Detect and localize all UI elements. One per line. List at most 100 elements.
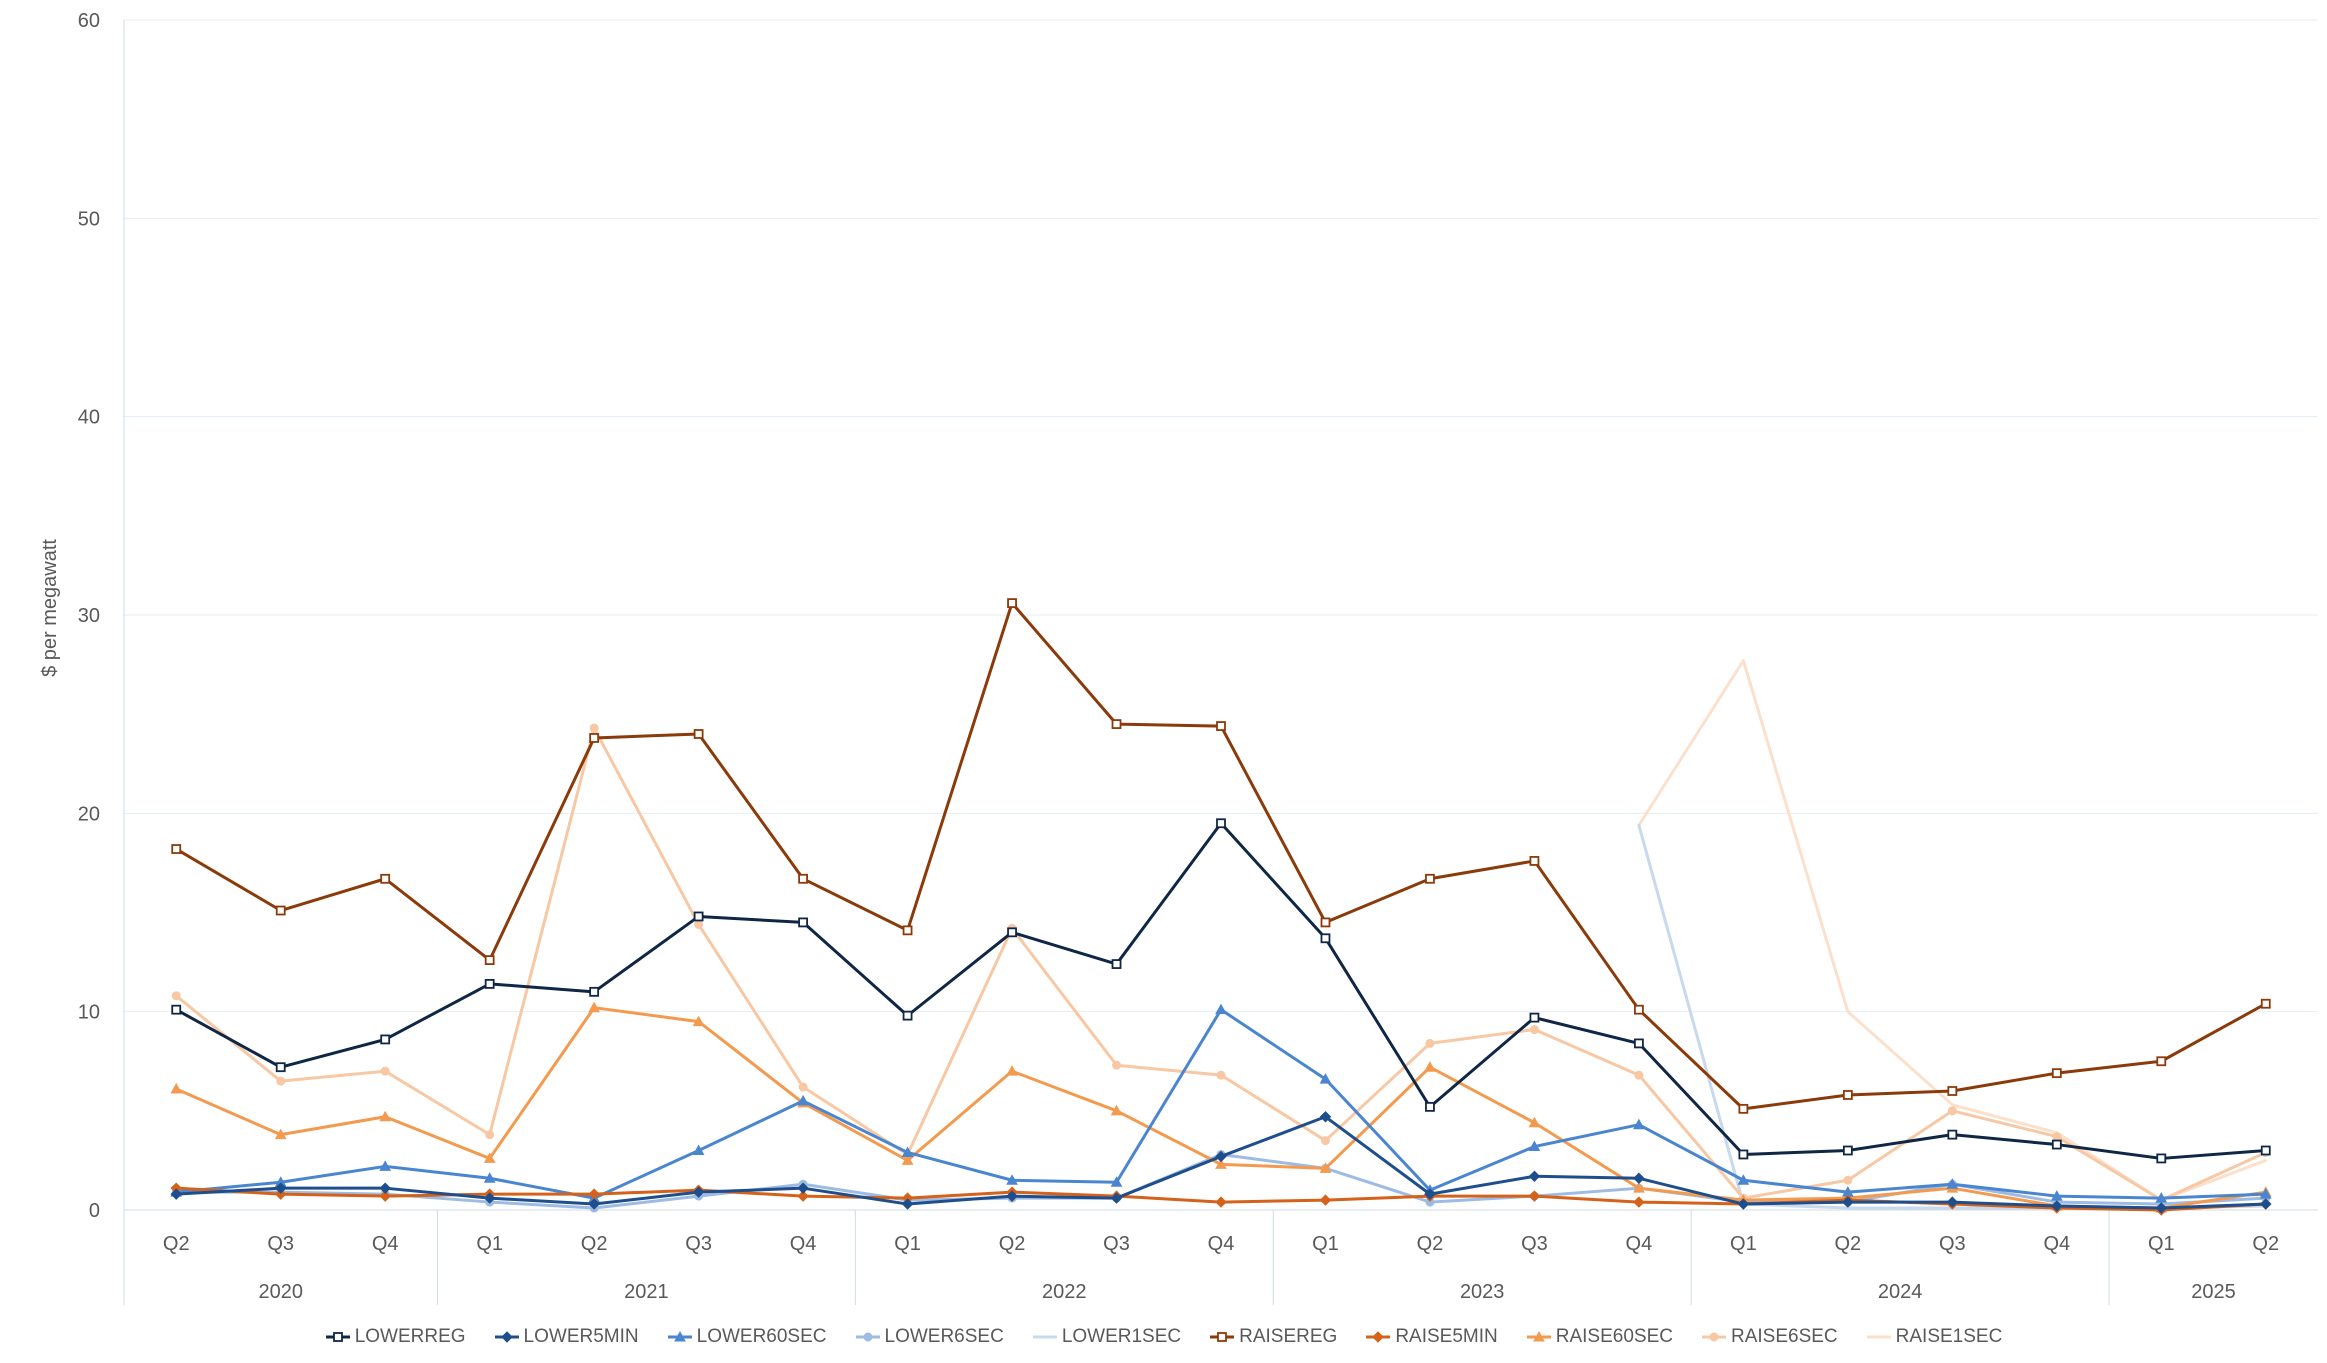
legend-item-lower5min: LOWER5MIN: [494, 1326, 639, 1348]
lowerreg-point: [1842, 1145, 1853, 1156]
legend-swatch-raisereg: [1210, 1332, 1235, 1342]
lower60sec-point: [2259, 1188, 2272, 1199]
x-tick-label: Q3: [1103, 1233, 1130, 1255]
legend-swatch-lower60sec: [667, 1330, 692, 1342]
x-tick-label: Q1: [894, 1233, 921, 1255]
lowerreg-point: [275, 1062, 286, 1073]
lower60sec-point: [1110, 1176, 1123, 1187]
raise5min-point: [1215, 1196, 1227, 1208]
lowerreg-point: [902, 1010, 913, 1021]
x-tick-label: Q1: [476, 1233, 503, 1255]
lower5min-point: [2051, 1200, 2063, 1212]
legend-label: RAISE60SEC: [1555, 1326, 1673, 1347]
x-tick-label: Q3: [1939, 1233, 1966, 1255]
legend-lower5min-point: [500, 1331, 513, 1343]
y-tick-label: 0: [89, 1200, 100, 1222]
series-line-raise1sec: [1637, 659, 2268, 1202]
raisereg-point: [1842, 1090, 1853, 1100]
legend-label: RAISE6SEC: [1730, 1326, 1838, 1347]
y-tick-label: 60: [78, 10, 100, 32]
raise60sec-point: [1110, 1104, 1123, 1116]
lower5min-point: [901, 1198, 914, 1210]
raise60sec-point: [1633, 1182, 1645, 1193]
series-lower1sec: [1637, 823, 2268, 1210]
legend-item-raise60sec: RAISE60SEC: [1526, 1326, 1673, 1348]
series-lower60sec: [170, 1003, 2272, 1203]
raisereg-point: [1947, 1086, 1958, 1096]
x-tick-label: Q3: [267, 1233, 294, 1255]
x-tick-label: Q2: [2252, 1233, 2279, 1255]
x-tick-label: Q1: [2148, 1233, 2175, 1255]
lower5min-point: [170, 1188, 182, 1200]
raisereg-point: [2051, 1068, 2062, 1079]
legend-swatch-raise6sec: [1701, 1332, 1726, 1342]
axes: 0 10 20 30 40 50 60 Q2 Q3 Q4 Q1 Q2 Q3 Q4 Q1 Q2 Q3 Q4 Q1 Q2 Q…: [78, 10, 2279, 1305]
legend-lower6sec-point: [863, 1332, 872, 1342]
lowerreg-point: [2156, 1153, 2167, 1164]
lower60sec-point: [901, 1146, 914, 1157]
legend-label: RAISE1SEC: [1895, 1326, 2003, 1347]
series-line-lower1sec: [1637, 823, 2268, 1210]
lowerreg-point: [171, 1004, 182, 1015]
raise6sec-point: [2052, 1132, 2062, 1142]
raise6sec-point: [380, 1066, 390, 1076]
lowerreg-point: [1738, 1149, 1749, 1160]
lowerreg-point: [693, 911, 704, 922]
raise60sec-point: [1424, 1061, 1436, 1072]
x-group-label: 2023: [1460, 1281, 1505, 1303]
series-lower5min: [170, 1111, 2272, 1214]
lowerreg-point: [1216, 818, 1226, 829]
raisereg-point: [1738, 1103, 1749, 1114]
lowerreg-point: [1111, 959, 1122, 969]
x-tick-label: Q1: [1730, 1233, 1757, 1255]
lower60sec-point: [692, 1144, 705, 1155]
lower5min-point: [483, 1192, 496, 1204]
lower5min-point: [797, 1182, 809, 1194]
series: [170, 598, 2272, 1216]
legend: LOWERREG LOWER5MIN LOWER60SEC LOWER6SEC LOWE…: [0, 1322, 2327, 1352]
x-tick-label: Q4: [372, 1233, 399, 1255]
raise60sec-point: [1215, 1158, 1227, 1169]
x-tick-label: Q4: [1626, 1233, 1653, 1255]
legend-lowerreg-point: [332, 1332, 343, 1342]
series-lowerreg: [171, 818, 2271, 1164]
y-tick-label: 50: [78, 208, 100, 230]
raisereg-point: [693, 729, 704, 739]
raise6sec-point: [1947, 1106, 1957, 1116]
raisereg-point: [1425, 873, 1435, 884]
lower5min-point: [1110, 1192, 1123, 1204]
lower5min-point: [1842, 1196, 1854, 1208]
legend-swatch-lower1sec: [1032, 1335, 1057, 1339]
x-group-label: 2021: [624, 1281, 669, 1303]
lower5min-point: [1633, 1172, 1645, 1184]
lower60sec-point: [1006, 1174, 1018, 1185]
legend-item-raisereg: RAISEREG: [1209, 1326, 1337, 1348]
legend-lower60sec-point: [673, 1330, 686, 1342]
raise5min-point: [1633, 1196, 1645, 1208]
lower60sec-point: [483, 1172, 496, 1183]
raisereg-point: [275, 905, 286, 916]
series-raise1sec: [1637, 659, 2268, 1202]
series-raisereg: [171, 598, 2271, 1114]
legend-swatch-raise60sec: [1526, 1330, 1551, 1342]
legend-swatch-lowerreg: [325, 1332, 350, 1342]
raisereg-point: [1216, 721, 1226, 731]
raise6sec-point: [1529, 1025, 1539, 1035]
raise5min-point: [379, 1190, 391, 1202]
lower5min-point: [379, 1182, 391, 1194]
legend-item-lower60sec: LOWER60SEC: [667, 1326, 827, 1348]
lower60sec-point: [379, 1160, 392, 1171]
raise6sec-point: [1634, 1070, 1644, 1080]
raisereg-point: [171, 844, 182, 854]
lower5min-point: [1946, 1196, 1959, 1208]
legend-swatch-lower6sec: [855, 1332, 880, 1342]
lowerreg-point: [2051, 1139, 2062, 1150]
raise6sec-point: [1843, 1175, 1853, 1185]
lowerreg-point: [1007, 927, 1017, 938]
x-group-label: 2022: [1042, 1281, 1087, 1303]
lowerreg-point: [380, 1034, 391, 1045]
raise6sec-point: [1320, 1136, 1330, 1146]
x-tick-label: Q3: [685, 1233, 712, 1255]
raisereg-point: [798, 873, 808, 884]
